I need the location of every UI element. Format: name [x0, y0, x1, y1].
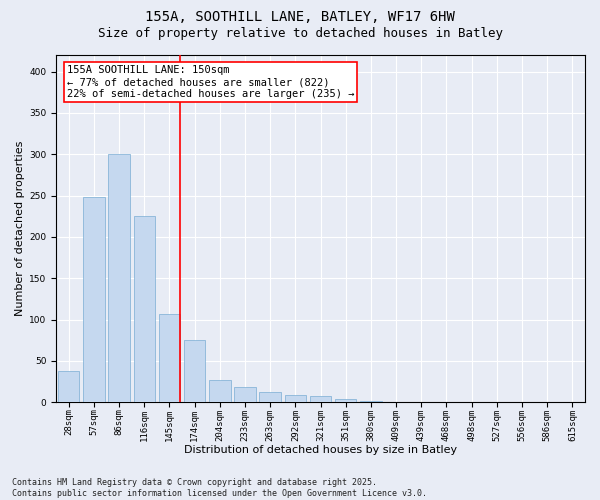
Text: Contains HM Land Registry data © Crown copyright and database right 2025.
Contai: Contains HM Land Registry data © Crown c… [12, 478, 427, 498]
Bar [83, 197, 104, 402]
Bar [310, 396, 331, 402]
Bar [209, 380, 230, 402]
Bar [184, 340, 205, 402]
Text: Size of property relative to detached houses in Batley: Size of property relative to detached ho… [97, 28, 503, 40]
X-axis label: Distribution of detached houses by size in Batley: Distribution of detached houses by size … [184, 445, 457, 455]
Text: 155A, SOOTHILL LANE, BATLEY, WF17 6HW: 155A, SOOTHILL LANE, BATLEY, WF17 6HW [145, 10, 455, 24]
Bar [335, 399, 356, 402]
Text: 155A SOOTHILL LANE: 150sqm
← 77% of detached houses are smaller (822)
22% of sem: 155A SOOTHILL LANE: 150sqm ← 77% of deta… [67, 66, 354, 98]
Bar [284, 395, 306, 402]
Y-axis label: Number of detached properties: Number of detached properties [15, 141, 25, 316]
Bar [58, 371, 79, 402]
Bar [159, 314, 180, 402]
Bar [235, 388, 256, 402]
Bar [134, 216, 155, 402]
Bar [360, 400, 382, 402]
Bar [259, 392, 281, 402]
Bar [109, 154, 130, 402]
